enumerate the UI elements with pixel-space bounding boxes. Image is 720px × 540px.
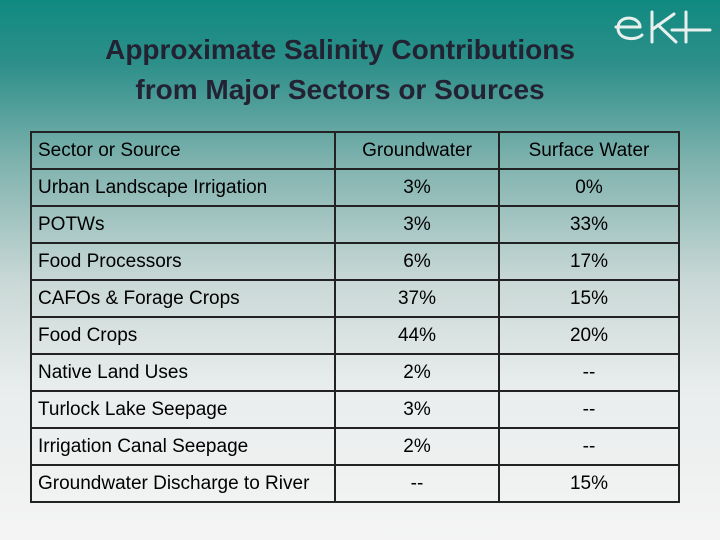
- table-cell: Food Processors: [30, 242, 336, 281]
- table-cell: Food Crops: [30, 316, 336, 355]
- table-row: Native Land Uses 2% --: [30, 353, 680, 392]
- salinity-table: Sector or Source Groundwater Surface Water…: [30, 131, 680, 503]
- table-cell: 3%: [334, 390, 500, 429]
- table-cell: 15%: [498, 279, 680, 318]
- table-row: Groundwater Discharge to River -- 15%: [30, 464, 680, 503]
- table-cell: 15%: [498, 464, 680, 503]
- table-row: Food Processors 6% 17%: [30, 242, 680, 281]
- table-header-row: Sector or Source Groundwater Surface Water: [30, 131, 680, 170]
- title-line-2: from Major Sectors or Sources: [135, 74, 545, 105]
- table-cell: Irrigation Canal Seepage: [30, 427, 336, 466]
- table-cell: 20%: [498, 316, 680, 355]
- table-row: POTWs 3% 33%: [30, 205, 680, 244]
- column-header: Sector or Source: [30, 131, 336, 170]
- table-cell: Turlock Lake Seepage: [30, 390, 336, 429]
- slide-title: Approximate Salinity Contributions from …: [40, 30, 640, 110]
- table-cell: CAFOs & Forage Crops: [30, 279, 336, 318]
- title-line-1: Approximate Salinity Contributions: [105, 34, 575, 65]
- table-row: Irrigation Canal Seepage 2% --: [30, 427, 680, 466]
- table-row: Food Crops 44% 20%: [30, 316, 680, 355]
- table-cell: 6%: [334, 242, 500, 281]
- table-cell: Groundwater Discharge to River: [30, 464, 336, 503]
- table-cell: 0%: [498, 168, 680, 207]
- column-header: Surface Water: [498, 131, 680, 170]
- eki-logo: [614, 10, 712, 44]
- table-cell: --: [334, 464, 500, 503]
- table-cell: 2%: [334, 427, 500, 466]
- column-header: Groundwater: [334, 131, 500, 170]
- table-cell: 2%: [334, 353, 500, 392]
- table-row: Urban Landscape Irrigation 3% 0%: [30, 168, 680, 207]
- table-cell: --: [498, 390, 680, 429]
- table-cell: 37%: [334, 279, 500, 318]
- table-cell: 3%: [334, 168, 500, 207]
- table-cell: POTWs: [30, 205, 336, 244]
- table-cell: --: [498, 353, 680, 392]
- table-cell: Native Land Uses: [30, 353, 336, 392]
- table-cell: 44%: [334, 316, 500, 355]
- table-row: CAFOs & Forage Crops 37% 15%: [30, 279, 680, 318]
- table-row: Turlock Lake Seepage 3% --: [30, 390, 680, 429]
- table-cell: 3%: [334, 205, 500, 244]
- table-cell: 33%: [498, 205, 680, 244]
- table-cell: --: [498, 427, 680, 466]
- table-cell: Urban Landscape Irrigation: [30, 168, 336, 207]
- table-cell: 17%: [498, 242, 680, 281]
